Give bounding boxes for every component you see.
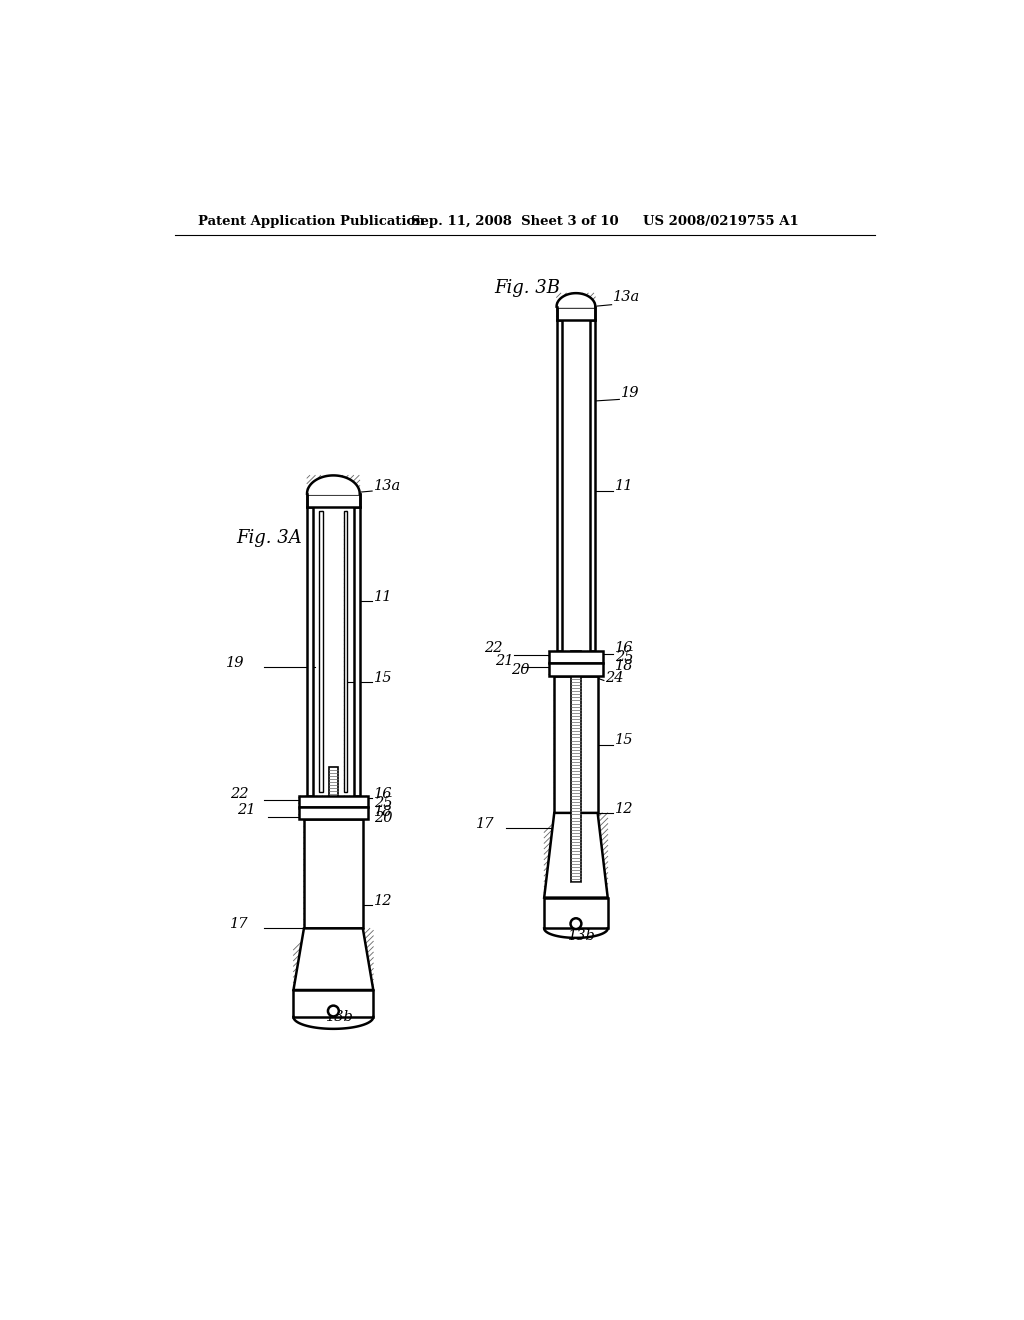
Bar [590, 321, 595, 651]
Bar [304, 818, 362, 928]
Text: 22: 22 [229, 787, 248, 800]
Text: 19: 19 [621, 387, 639, 400]
Text: 12: 12 [374, 895, 392, 908]
Text: 17: 17 [476, 817, 495, 832]
Text: 20: 20 [374, 810, 392, 825]
Text: 11: 11 [374, 590, 392, 605]
Bar [299, 796, 369, 807]
Text: 24: 24 [605, 671, 624, 685]
Text: 21: 21 [238, 804, 256, 817]
Text: 18: 18 [374, 805, 392, 818]
Bar [549, 663, 603, 676]
Text: 25: 25 [374, 796, 392, 809]
Circle shape [570, 919, 582, 929]
Bar [319, 511, 323, 792]
Text: 11: 11 [614, 479, 633, 492]
Text: Patent Application Publication: Patent Application Publication [198, 215, 425, 228]
Bar [557, 306, 595, 321]
Bar [557, 321, 562, 651]
Text: 21: 21 [496, 655, 514, 668]
Bar [307, 507, 313, 796]
Bar [549, 651, 603, 663]
Bar [299, 807, 369, 818]
Text: Sep. 11, 2008  Sheet 3 of 10: Sep. 11, 2008 Sheet 3 of 10 [411, 215, 618, 228]
Text: 16: 16 [614, 642, 633, 655]
Bar [329, 767, 338, 818]
Text: 15: 15 [374, 671, 392, 685]
Bar [544, 898, 607, 928]
Text: 13a: 13a [613, 290, 640, 304]
Bar [353, 507, 359, 796]
Text: 13b: 13b [326, 1010, 353, 1024]
Text: 25: 25 [614, 651, 633, 664]
Text: 20: 20 [511, 664, 529, 677]
Text: 13b: 13b [568, 929, 596, 942]
Text: 19: 19 [225, 656, 245, 669]
Text: Fig. 3B: Fig. 3B [495, 279, 560, 297]
Polygon shape [294, 928, 374, 990]
Text: 18: 18 [614, 660, 633, 673]
Text: 13a: 13a [374, 479, 401, 492]
Text: 16: 16 [374, 787, 392, 800]
Text: 17: 17 [229, 917, 248, 932]
Text: 22: 22 [483, 642, 503, 655]
Text: 12: 12 [614, 803, 633, 816]
Bar [554, 676, 598, 813]
Bar [344, 511, 347, 792]
Bar [313, 507, 353, 796]
Bar [307, 494, 359, 507]
Bar [294, 990, 374, 1016]
Text: Fig. 3A: Fig. 3A [237, 529, 302, 548]
Polygon shape [544, 813, 607, 898]
Text: 15: 15 [614, 733, 633, 747]
Bar [562, 321, 590, 651]
Bar [571, 651, 581, 882]
Circle shape [328, 1006, 339, 1016]
Text: US 2008/0219755 A1: US 2008/0219755 A1 [643, 215, 799, 228]
